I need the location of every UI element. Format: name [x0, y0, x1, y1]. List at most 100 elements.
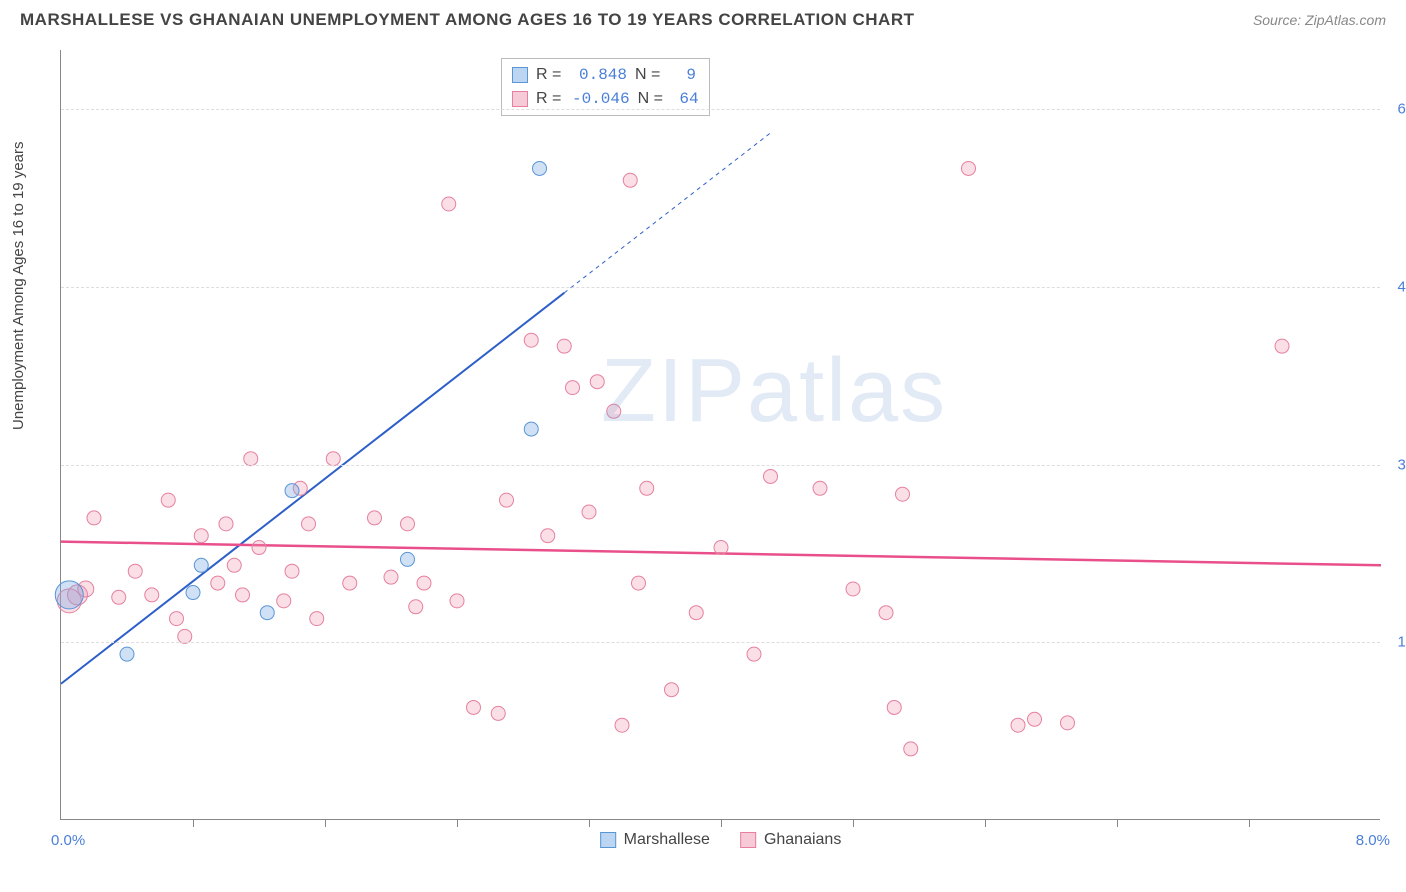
data-point: [310, 612, 324, 626]
stat-n-label: N =: [635, 63, 663, 87]
x-tick: [193, 819, 194, 827]
x-axis-max-label: 8.0%: [1356, 832, 1390, 849]
data-point: [764, 469, 778, 483]
data-point: [491, 706, 505, 720]
stat-r-label: R =: [536, 87, 564, 111]
data-point: [326, 452, 340, 466]
data-point: [541, 529, 555, 543]
x-tick: [721, 819, 722, 827]
legend-label: Ghanaians: [764, 831, 841, 849]
y-axis-label: Unemployment Among Ages 16 to 19 years: [10, 141, 27, 430]
data-point: [467, 700, 481, 714]
y-tick-label: 30.0%: [1397, 456, 1406, 473]
data-point: [186, 586, 200, 600]
stat-n-value: 64: [674, 87, 699, 111]
data-point: [607, 404, 621, 418]
data-point: [1028, 712, 1042, 726]
data-point: [170, 612, 184, 626]
stats-legend-row: R = -0.046 N = 64: [512, 87, 699, 111]
x-axis-min-label: 0.0%: [51, 832, 85, 849]
x-tick: [1249, 819, 1250, 827]
data-point: [714, 541, 728, 555]
data-point: [557, 339, 571, 353]
data-point: [582, 505, 596, 519]
data-point: [904, 742, 918, 756]
data-point: [236, 588, 250, 602]
data-point: [285, 484, 299, 498]
data-point: [401, 517, 415, 531]
data-point: [145, 588, 159, 602]
legend-swatch: [512, 91, 528, 107]
title-bar: MARSHALLESE VS GHANAIAN UNEMPLOYMENT AMO…: [0, 0, 1406, 35]
y-tick-label: 60.0%: [1397, 101, 1406, 118]
data-point: [632, 576, 646, 590]
legend-swatch: [600, 832, 616, 848]
data-point: [194, 558, 208, 572]
y-tick-label: 15.0%: [1397, 634, 1406, 651]
data-point: [343, 576, 357, 590]
data-point: [533, 161, 547, 175]
data-point: [87, 511, 101, 525]
bottom-legend-item: Ghanaians: [740, 831, 841, 849]
stat-n-label: N =: [638, 87, 666, 111]
x-tick: [457, 819, 458, 827]
data-point: [879, 606, 893, 620]
x-tick: [325, 819, 326, 827]
stat-r-value: -0.046: [572, 87, 630, 111]
trend-line-extension: [564, 133, 770, 293]
data-point: [846, 582, 860, 596]
data-point: [524, 333, 538, 347]
data-point: [962, 161, 976, 175]
data-point: [450, 594, 464, 608]
data-point: [813, 481, 827, 495]
x-tick: [1117, 819, 1118, 827]
legend-swatch: [740, 832, 756, 848]
data-point: [896, 487, 910, 501]
data-point: [524, 422, 538, 436]
trend-line: [61, 293, 564, 684]
bottom-legend: Marshallese Ghanaians: [600, 831, 842, 849]
data-point: [112, 590, 126, 604]
data-point: [665, 683, 679, 697]
chart-plot-area: ZIPatlas R =0.848N =9R =-0.046N =64 Mars…: [60, 50, 1380, 820]
bottom-legend-item: Marshallese: [600, 831, 710, 849]
data-point: [120, 647, 134, 661]
data-point: [178, 629, 192, 643]
data-point: [252, 541, 266, 555]
gridline: [61, 287, 1380, 288]
gridline: [61, 642, 1380, 643]
data-point: [211, 576, 225, 590]
data-point: [368, 511, 382, 525]
data-point: [1275, 339, 1289, 353]
data-point: [566, 381, 580, 395]
data-point: [1061, 716, 1075, 730]
data-point: [590, 375, 604, 389]
y-tick-label: 45.0%: [1397, 278, 1406, 295]
stats-legend-box: R =0.848N =9R =-0.046N =64: [501, 58, 710, 116]
gridline: [61, 465, 1380, 466]
data-point: [1011, 718, 1025, 732]
data-point: [194, 529, 208, 543]
data-point: [409, 600, 423, 614]
data-point: [277, 594, 291, 608]
data-point: [219, 517, 233, 531]
data-point: [887, 700, 901, 714]
data-point: [500, 493, 514, 507]
data-point: [615, 718, 629, 732]
data-point: [285, 564, 299, 578]
scatter-svg: [61, 50, 1381, 820]
chart-title: MARSHALLESE VS GHANAIAN UNEMPLOYMENT AMO…: [20, 10, 914, 30]
x-tick: [853, 819, 854, 827]
data-point: [417, 576, 431, 590]
data-point: [623, 173, 637, 187]
source-label: Source: ZipAtlas.com: [1253, 12, 1386, 28]
x-tick: [985, 819, 986, 827]
stat-r-value: 0.848: [572, 63, 627, 87]
data-point: [55, 581, 83, 609]
data-point: [384, 570, 398, 584]
legend-label: Marshallese: [624, 831, 710, 849]
data-point: [689, 606, 703, 620]
x-tick: [589, 819, 590, 827]
data-point: [260, 606, 274, 620]
data-point: [747, 647, 761, 661]
